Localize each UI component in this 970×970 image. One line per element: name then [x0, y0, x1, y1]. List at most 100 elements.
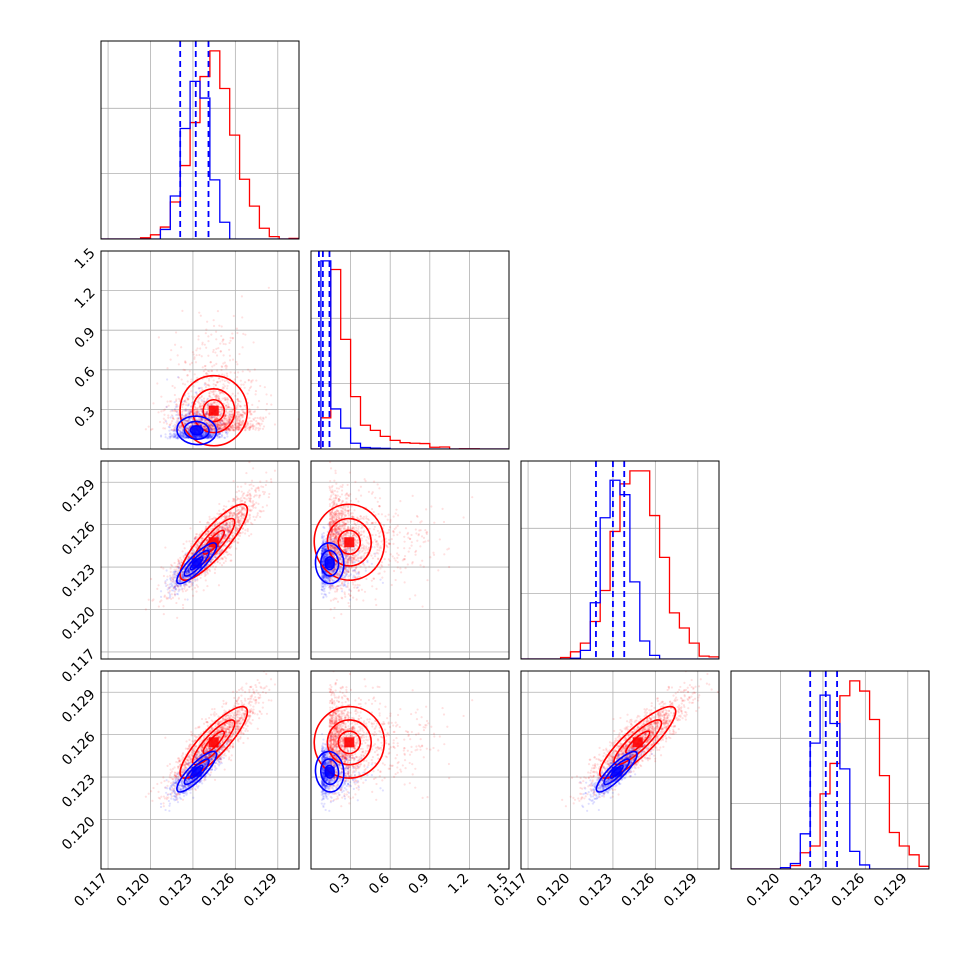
scatter-point	[203, 432, 206, 435]
scatter-point	[169, 424, 172, 427]
scatter-point	[224, 414, 227, 418]
scatter-point	[236, 398, 239, 401]
scatter-point	[223, 425, 226, 429]
scatter-point	[252, 467, 255, 470]
scatter-point	[224, 423, 227, 426]
scatter-point	[164, 433, 167, 436]
scatter-point	[228, 530, 231, 534]
scatter-point	[228, 420, 231, 423]
scatter-point	[197, 398, 200, 401]
scatter-point	[248, 426, 251, 429]
scatter-point	[203, 426, 207, 429]
scatter-point	[212, 531, 215, 534]
scatter-point	[202, 433, 205, 436]
scatter-point	[207, 377, 211, 380]
scatter-point	[190, 405, 193, 408]
scatter-point	[188, 418, 191, 421]
scatter-point	[198, 390, 202, 393]
scatter-point	[238, 420, 242, 423]
scatter-point	[218, 406, 222, 409]
scatter-point	[203, 555, 206, 558]
scatter-point	[218, 435, 221, 439]
scatter-point	[216, 535, 219, 538]
scatter-point	[192, 396, 195, 399]
scatter-point	[181, 409, 184, 412]
scatter-point	[220, 512, 223, 515]
scatter-point	[188, 430, 191, 433]
scatter-point	[257, 428, 260, 432]
scatter-point	[173, 570, 176, 573]
scatter-point	[187, 392, 190, 395]
scatter-point	[205, 428, 208, 431]
scatter-point	[190, 552, 193, 555]
scatter-point	[201, 414, 204, 417]
scatter-point	[250, 424, 254, 427]
scatter-point	[202, 425, 205, 429]
scatter-point	[238, 352, 241, 356]
scatter-point	[216, 528, 219, 532]
scatter-point	[249, 420, 252, 423]
scatter-point	[237, 415, 240, 418]
scatter-point	[218, 537, 221, 540]
scatter-point	[217, 422, 220, 426]
scatter-point	[201, 388, 204, 391]
scatter-point	[202, 433, 205, 436]
scatter-point	[236, 412, 239, 416]
scatter-point	[176, 565, 179, 568]
scatter-point	[236, 404, 239, 407]
scatter-point	[180, 588, 184, 591]
scatter-point	[206, 422, 209, 425]
scatter-point	[210, 416, 213, 419]
scatter-point	[214, 530, 218, 534]
scatter-point	[206, 546, 209, 550]
scatter-point	[223, 543, 227, 546]
scatter-point	[175, 570, 178, 573]
scatter-point	[202, 399, 205, 403]
scatter-point	[260, 418, 263, 421]
scatter-point	[237, 419, 240, 422]
scatter-point	[211, 428, 214, 431]
scatter-point	[172, 587, 175, 590]
scatter-point	[172, 428, 175, 431]
scatter-point	[193, 436, 196, 439]
scatter-point	[184, 409, 187, 412]
scatter-point	[184, 583, 187, 586]
scatter-point	[211, 557, 214, 561]
scatter-point	[187, 402, 190, 405]
scatter-point	[186, 420, 189, 423]
scatter-point	[176, 584, 180, 587]
scatter-point	[194, 435, 197, 438]
scatter-point	[204, 419, 207, 423]
scatter-point	[224, 424, 227, 427]
scatter-point	[214, 418, 217, 422]
scatter-point	[250, 413, 253, 416]
scatter-point	[216, 436, 219, 439]
scatter-point	[160, 395, 163, 398]
scatter-point	[175, 568, 178, 571]
scatter-point	[173, 428, 176, 432]
scatter-point	[223, 527, 226, 531]
scatter-point	[229, 519, 232, 523]
scatter-point	[167, 586, 170, 589]
scatter-point	[177, 559, 180, 562]
scatter-point	[244, 500, 247, 503]
scatter-point	[172, 575, 175, 578]
scatter-point	[238, 423, 241, 427]
scatter-point	[196, 544, 199, 547]
scatter-point	[229, 371, 232, 374]
scatter-point	[208, 392, 211, 395]
scatter-point	[169, 574, 172, 577]
scatter-point	[226, 529, 229, 532]
scatter-point	[168, 400, 172, 403]
scatter-point	[212, 428, 215, 431]
scatter-point	[184, 577, 187, 580]
scatter-point	[216, 424, 220, 427]
scatter-point	[234, 428, 237, 431]
scatter-point	[252, 500, 255, 503]
scatter-point	[240, 508, 244, 512]
scatter-point	[185, 571, 188, 574]
scatter-point	[218, 402, 221, 406]
scatter-point	[176, 405, 179, 408]
scatter-point	[191, 594, 195, 597]
scatter-point	[177, 580, 180, 583]
